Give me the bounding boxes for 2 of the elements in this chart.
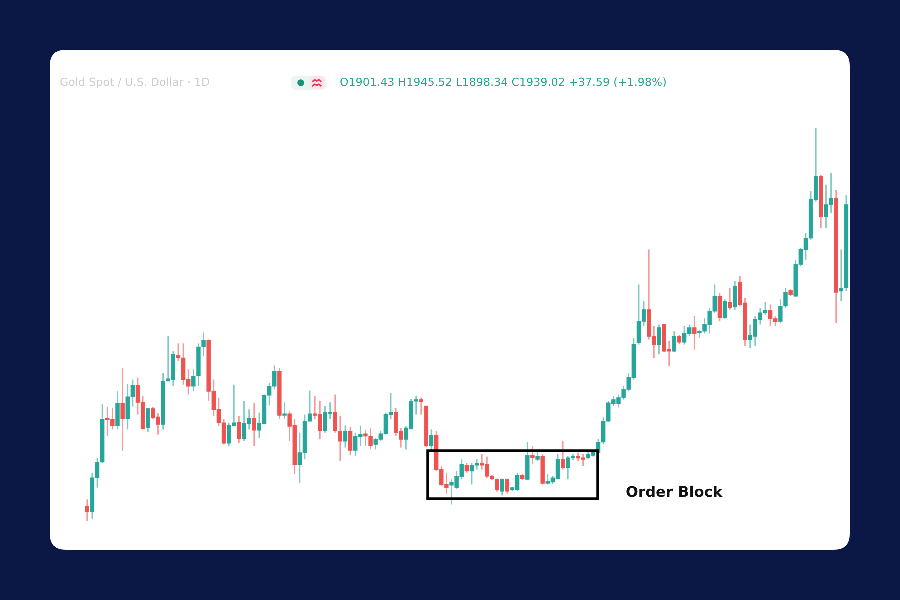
chart-subtitle: O1901.43 H1945.52 L1898.34 C1939.02 +37.59 (+1.98%) <box>340 78 666 88</box>
annotation: Order Block <box>626 486 723 498</box>
